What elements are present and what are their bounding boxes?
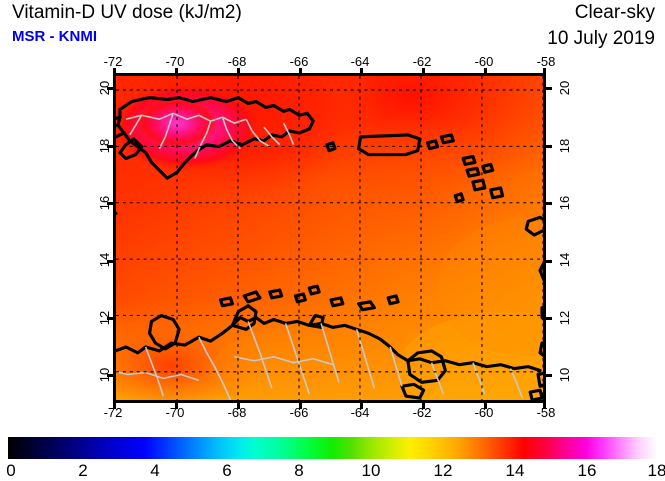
x-tick-top-6: -60 [474,54,494,69]
gridlines-layer [116,76,543,400]
colorbar-tick-2: 4 [150,461,160,480]
colorbar-tick-3: 6 [222,461,232,480]
y-tick-right-5: 10 [557,367,572,383]
colorbar-tick-7: 14 [505,461,525,480]
x-tick-bottom-1: -70 [165,405,185,420]
uv-dose-field [116,76,543,400]
x-tick-top-4: -64 [350,54,370,69]
colorbar-tick-0: 0 [6,461,16,480]
colorbar-gradient [8,437,657,459]
colorbar [8,437,657,459]
x-tick-top-2: -68 [227,54,247,69]
x-tick-bottom-4: -64 [350,405,370,420]
map-plot-frame [113,73,546,403]
x-tick-top-5: -62 [412,54,432,69]
y-tick-right-1: 18 [557,138,572,154]
page-title: Vitamin-D UV dose (kJ/m2) [12,2,242,23]
colorbar-tick-1: 2 [78,461,88,480]
x-tick-bottom-3: -66 [289,405,309,420]
sky-condition-label: Clear-sky [574,2,655,23]
y-tick-right-0: 20 [557,80,572,96]
colorbar-tick-5: 10 [361,461,381,480]
colorbar-tick-9: 18 [647,461,665,480]
colorbar-tick-6: 12 [433,461,453,480]
date-label: 10 July 2019 [547,28,655,49]
x-tick-top-0: -72 [103,54,123,69]
header: Vitamin-D UV dose (kJ/m2) MSR - KNMI Cle… [0,0,665,50]
x-tick-bottom-7: -58 [536,405,556,420]
x-tick-bottom-2: -68 [227,405,247,420]
y-tick-right-2: 16 [557,195,572,211]
x-tick-top-1: -70 [165,54,185,69]
y-tick-right-4: 12 [557,310,572,326]
x-tick-bottom-5: -62 [412,405,432,420]
y-tick-right-3: 14 [557,252,572,268]
x-tick-bottom-6: -60 [474,405,494,420]
map-canvas [116,76,543,400]
data-source-label: MSR - KNMI [12,28,97,45]
colorbar-tick-8: 16 [577,461,597,480]
coastlines-layer [116,96,543,400]
x-tick-bottom-0: -72 [103,405,123,420]
x-tick-top-7: -58 [536,54,556,69]
colorbar-tick-4: 8 [294,461,304,480]
x-tick-top-3: -66 [289,54,309,69]
